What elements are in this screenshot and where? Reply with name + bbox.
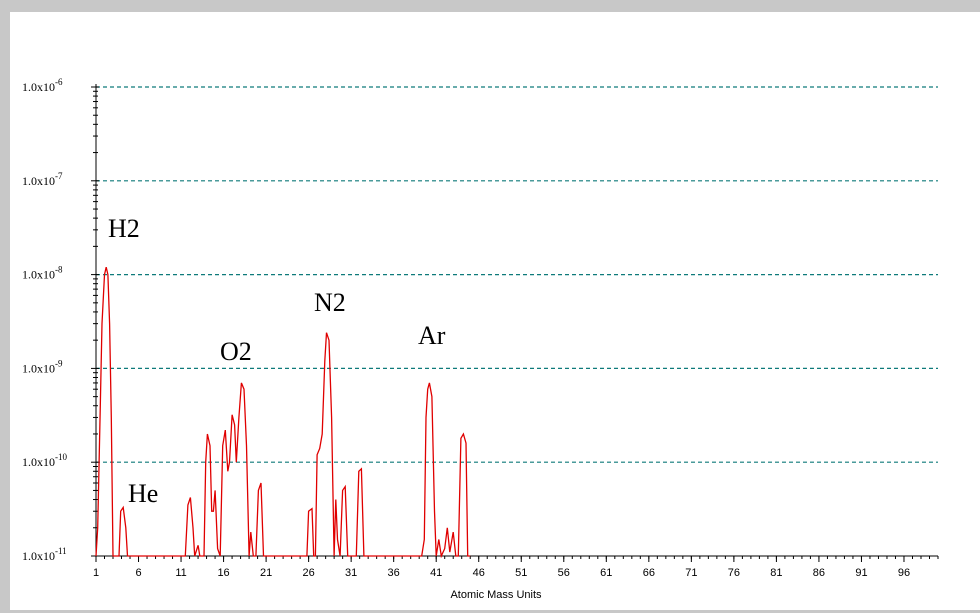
x-tick-label: 1: [93, 567, 99, 579]
peak-label: O2: [220, 337, 252, 366]
x-tick-label: 91: [855, 567, 867, 579]
spectrum-line: [95, 267, 471, 559]
y-tick-label: 1.0x10-10: [22, 452, 67, 469]
x-tick-label: 86: [813, 567, 825, 579]
y-tick-label: 1.0x10-11: [22, 546, 67, 563]
y-tick-label: 1.0x10-6: [22, 77, 63, 94]
x-tick-label: 56: [558, 567, 570, 579]
x-tick-label: 6: [135, 567, 141, 579]
y-tick-label: 1.0x10-7: [22, 171, 63, 188]
peak-label: He: [128, 479, 158, 508]
x-tick-label: 21: [260, 567, 272, 579]
x-tick-label: 61: [600, 567, 612, 579]
x-tick-label: 46: [473, 567, 485, 579]
y-tick-label: 1.0x10-8: [22, 265, 63, 282]
y-tick-label: 1.0x10-9: [22, 358, 63, 375]
x-tick-label: 11: [175, 567, 186, 579]
x-tick-label: 41: [430, 567, 442, 579]
peak-label: H2: [108, 214, 140, 243]
peak-label: Ar: [418, 321, 446, 350]
x-tick-label: 71: [685, 567, 697, 579]
x-tick-label: 26: [303, 567, 315, 579]
x-tick-label: 36: [388, 567, 400, 579]
x-tick-label: 16: [217, 567, 229, 579]
x-tick-label: 96: [898, 567, 910, 579]
peak-label: N2: [314, 288, 346, 317]
x-axis-label: Atomic Mass Units: [450, 589, 542, 601]
x-tick-label: 76: [728, 567, 740, 579]
x-tick-label: 51: [515, 567, 527, 579]
x-tick-label: 66: [643, 567, 655, 579]
panel: [10, 12, 980, 610]
x-tick-label: 81: [770, 567, 782, 579]
x-tick-label: 31: [345, 567, 357, 579]
